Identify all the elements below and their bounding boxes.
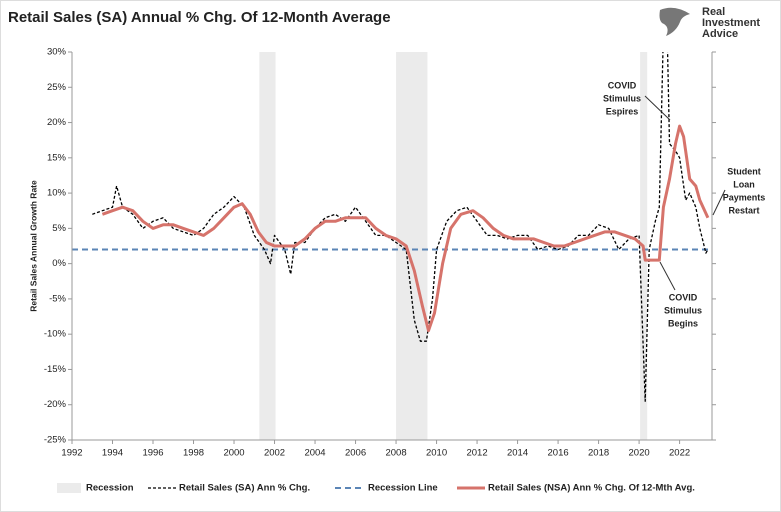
annotation-text: Restart — [728, 205, 759, 215]
plot-area — [72, 52, 712, 440]
annotation-text: COVID — [669, 292, 698, 302]
x-tick-label: 2016 — [548, 448, 569, 459]
x-tick-label: 2010 — [426, 448, 447, 459]
y-tick-label: 10% — [47, 188, 67, 199]
y-tick-label: -25% — [44, 435, 67, 446]
y-tick-label: -10% — [44, 329, 67, 340]
x-tick-label: 2018 — [588, 448, 609, 459]
annotation-text: Student — [727, 166, 761, 176]
x-tick-label: 2000 — [223, 448, 244, 459]
x-tick-label: 1994 — [102, 448, 123, 459]
logo-text: Advice — [702, 28, 738, 40]
y-tick-label: 25% — [47, 82, 67, 93]
y-tick-label: -20% — [44, 399, 67, 410]
x-tick-label: 2004 — [304, 448, 325, 459]
x-tick-label: 2008 — [385, 448, 406, 459]
annotation-text: Stimulus — [603, 93, 641, 103]
annotation-text: Begins — [668, 318, 698, 328]
annotation-text: Loan — [733, 179, 755, 189]
y-tick-label: -15% — [44, 364, 67, 375]
annotation-arrow — [712, 189, 726, 216]
x-tick-label: 2014 — [507, 448, 528, 459]
chart-title: Retail Sales (SA) Annual % Chg. Of 12-Mo… — [8, 9, 391, 26]
x-tick-label: 2022 — [669, 448, 690, 459]
legend-label: Retail Sales (NSA) Ann % Chg. Of 12-Mth … — [488, 483, 695, 494]
series-line — [101, 124, 710, 333]
annotation-text: Stimulus — [664, 305, 702, 315]
annotation-arrow — [644, 95, 671, 121]
annotation-text: Espires — [606, 106, 639, 116]
annotation-arrow — [659, 261, 676, 291]
annotation-text: Payments — [723, 192, 766, 202]
x-tick-label: 1998 — [183, 448, 204, 459]
y-tick-label: -5% — [49, 293, 66, 304]
legend-label: Recession — [86, 483, 134, 494]
y-tick-label: 30% — [47, 47, 67, 58]
logo-text: Investment — [702, 17, 760, 29]
x-tick-label: 1996 — [142, 448, 163, 459]
y-tick-label: 20% — [47, 117, 67, 128]
y-tick-label: 5% — [52, 223, 66, 234]
x-tick-label: 2020 — [629, 448, 650, 459]
series-line — [92, 52, 709, 402]
logo-icon — [659, 7, 690, 36]
logo-text: Real — [702, 6, 725, 18]
x-tick-label: 1992 — [61, 448, 82, 459]
recession-band — [259, 52, 276, 440]
legend-label: Retail Sales (SA) Ann % Chg. — [179, 483, 310, 494]
y-axis-label: Retail Sales Annual Growth Rate — [28, 180, 38, 312]
y-tick-label: 0% — [52, 258, 66, 269]
legend-label: Recession Line — [368, 483, 438, 494]
x-tick-label: 2006 — [345, 448, 366, 459]
annotation-text: COVID — [608, 80, 637, 90]
x-tick-label: 2012 — [466, 448, 487, 459]
x-tick-label: 2002 — [264, 448, 285, 459]
legend-swatch — [57, 483, 81, 493]
y-tick-label: 15% — [47, 152, 67, 163]
